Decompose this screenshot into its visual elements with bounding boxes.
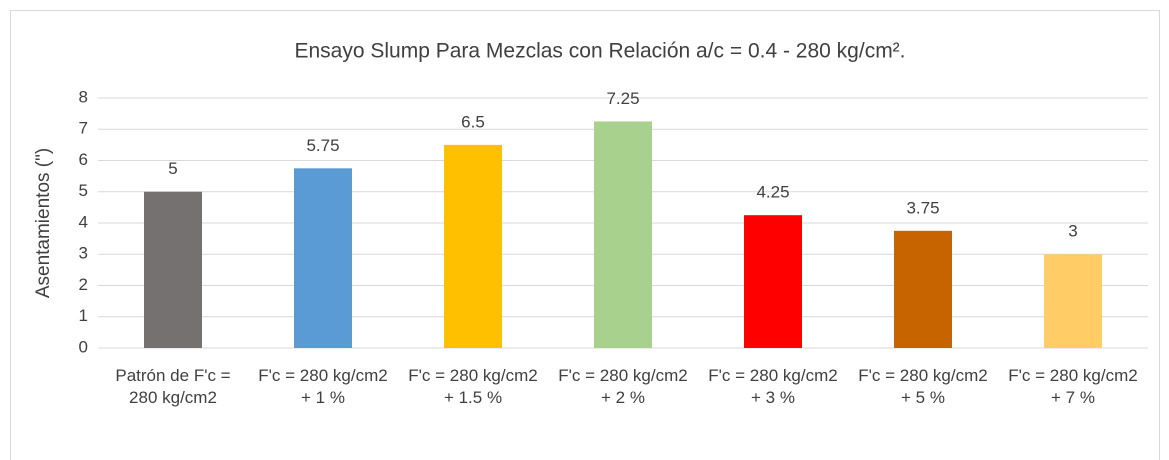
data-label: 7.25 bbox=[606, 89, 639, 108]
x-tick-label: F'c = 280 kg/cm2 + 7 % bbox=[1008, 366, 1138, 407]
data-label: 4.25 bbox=[756, 183, 789, 202]
bar bbox=[1044, 254, 1102, 348]
x-tick-label: F'c = 280 kg/cm2 + 1 % bbox=[258, 366, 388, 407]
data-label: 5.75 bbox=[306, 136, 339, 155]
y-tick-label: 6 bbox=[79, 150, 88, 169]
bar bbox=[894, 230, 952, 348]
x-tick-label: F'c = 280 kg/cm2 + 3 % bbox=[708, 366, 838, 407]
chart-title: Ensayo Slump Para Mezclas con Relación a… bbox=[294, 40, 905, 63]
y-tick-label: 1 bbox=[79, 306, 88, 325]
data-label: 6.5 bbox=[461, 112, 485, 131]
x-tick-label: F'c = 280 kg/cm2 + 5 % bbox=[858, 366, 988, 407]
y-tick-label: 5 bbox=[79, 181, 88, 200]
y-axis-label: Asentamientos (") bbox=[33, 148, 54, 298]
y-tick-label: 8 bbox=[79, 87, 88, 106]
x-tick-label: F'c = 280 kg/cm2 + 2 % bbox=[558, 366, 688, 407]
y-tick-label: 7 bbox=[79, 119, 88, 138]
data-label: 5 bbox=[168, 159, 177, 178]
x-tick-label: Patrón de F'c = 280 kg/cm2 bbox=[115, 366, 231, 407]
chart-border bbox=[10, 10, 1160, 460]
y-tick-label: 3 bbox=[79, 244, 88, 263]
bar bbox=[144, 191, 202, 348]
data-label: 3.75 bbox=[906, 198, 939, 217]
y-tick-label: 0 bbox=[79, 337, 88, 356]
y-tick-label: 4 bbox=[79, 212, 88, 231]
bar bbox=[444, 144, 502, 348]
bar bbox=[594, 121, 652, 348]
x-tick-label: F'c = 280 kg/cm2 + 1.5 % bbox=[408, 366, 538, 407]
y-tick-label: 2 bbox=[79, 275, 88, 294]
bar bbox=[294, 168, 352, 348]
data-label: 3 bbox=[1068, 222, 1077, 241]
bar bbox=[744, 215, 802, 348]
